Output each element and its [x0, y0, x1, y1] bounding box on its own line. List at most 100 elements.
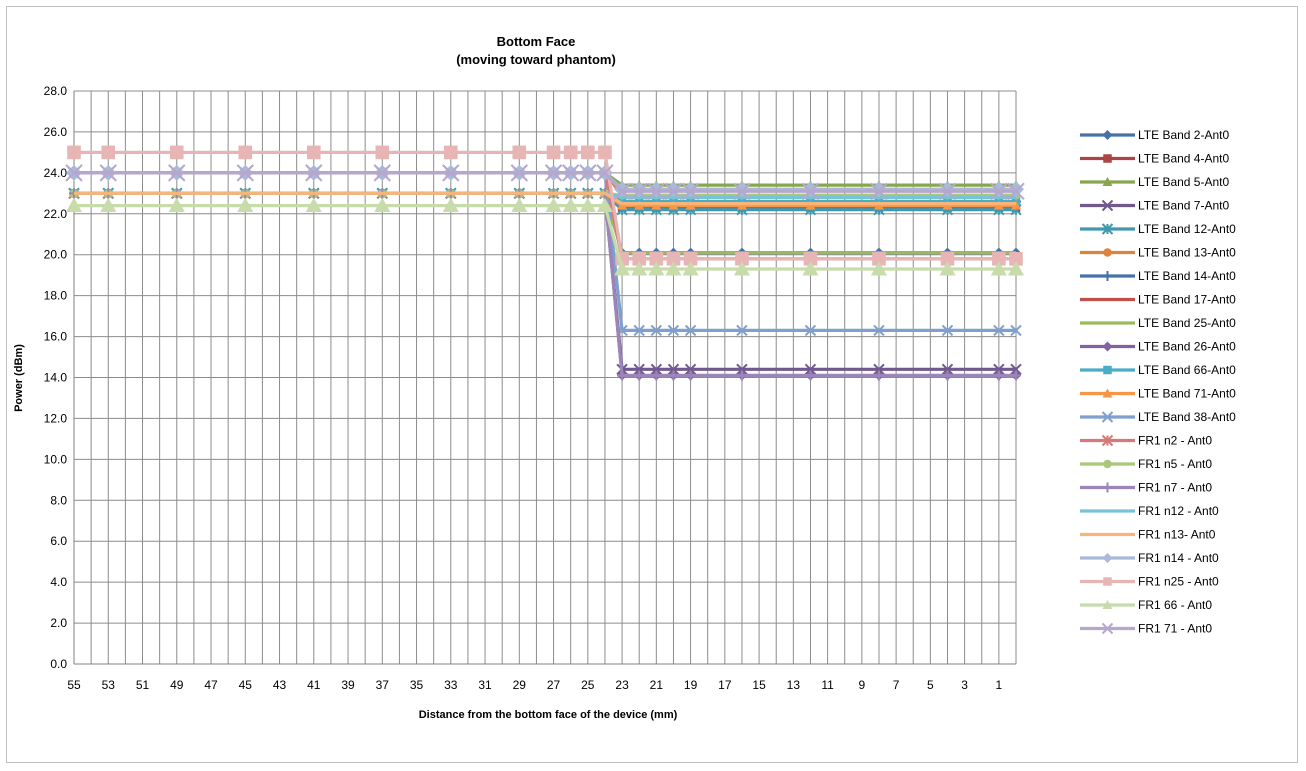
- data-point: [100, 197, 117, 212]
- chart-subtitle: (moving toward phantom): [456, 52, 616, 67]
- data-point: [938, 182, 957, 200]
- data-point: [1101, 223, 1114, 235]
- data-point: [736, 370, 747, 381]
- data-point: [990, 181, 1007, 198]
- legend-label: LTE Band 25-Ant0: [1138, 316, 1236, 330]
- x-tick-label: 29: [513, 678, 527, 692]
- data-point: [67, 145, 81, 160]
- data-point: [1007, 182, 1025, 200]
- data-point: [685, 370, 696, 381]
- x-tick-label: 53: [102, 678, 116, 692]
- data-point: [99, 164, 117, 182]
- series-22: [65, 164, 1025, 200]
- y-tick-label: 0.0: [50, 657, 67, 671]
- data-point: [1102, 388, 1113, 398]
- legend-item: FR1 71 - Ant0: [1080, 622, 1212, 636]
- x-tick-label: 17: [718, 678, 732, 692]
- y-tick-label: 14.0: [44, 371, 68, 385]
- data-point: [990, 261, 1007, 276]
- data-point: [804, 324, 817, 337]
- data-point: [684, 324, 697, 337]
- data-point: [631, 261, 648, 276]
- data-point: [733, 182, 751, 200]
- legend-label: FR1 n2 - Ant0: [1138, 434, 1212, 448]
- data-point: [581, 145, 595, 160]
- data-point: [596, 164, 614, 182]
- legend-item: LTE Band 5-Ant0: [1080, 175, 1229, 189]
- series-line: [74, 171, 1016, 187]
- x-tick-label: 5: [927, 678, 934, 692]
- data-point: [633, 363, 645, 376]
- y-tick-label: 2.0: [50, 616, 67, 630]
- data-point: [1103, 365, 1112, 375]
- series-line: [74, 191, 1016, 371]
- data-point: [168, 197, 185, 212]
- data-point: [1102, 482, 1113, 493]
- y-tick-label: 22.0: [44, 207, 68, 221]
- data-point: [373, 164, 391, 182]
- data-point: [990, 182, 1008, 200]
- chart-title-group: Bottom Face (moving toward phantom): [456, 34, 616, 67]
- data-point: [682, 181, 699, 198]
- data-point: [1008, 181, 1024, 198]
- x-tick-label: 35: [410, 678, 424, 692]
- data-point: [1103, 577, 1112, 586]
- data-point: [579, 164, 597, 182]
- data-point: [1102, 600, 1113, 609]
- x-tick-label: 19: [684, 678, 698, 692]
- data-point: [802, 261, 819, 276]
- legend-label: LTE Band 71-Ant0: [1138, 387, 1236, 401]
- data-point: [65, 164, 83, 182]
- data-point: [633, 324, 645, 337]
- data-point: [442, 164, 460, 182]
- legend-label: LTE Band 2-Ant0: [1138, 128, 1229, 142]
- data-point: [873, 324, 885, 337]
- legend-item: FR1 n5 - Ant0: [1080, 457, 1212, 471]
- y-tick-label: 24.0: [44, 166, 68, 180]
- x-tick-label: 45: [239, 678, 253, 692]
- x-tick-label: 27: [547, 678, 561, 692]
- data-point: [684, 363, 697, 376]
- data-point: [736, 324, 748, 337]
- data-point: [870, 261, 887, 276]
- data-point: [802, 181, 819, 198]
- data-point: [613, 182, 631, 200]
- data-point: [1101, 434, 1114, 447]
- x-tick-label: 25: [581, 678, 595, 692]
- data-point: [1101, 411, 1114, 423]
- legend-label: FR1 66 - Ant0: [1138, 598, 1212, 612]
- legend: LTE Band 2-Ant0 LTE Band 4-Ant0 LTE Band 5…: [1080, 128, 1236, 636]
- data-point: [733, 261, 750, 276]
- data-point: [579, 197, 596, 212]
- data-point: [666, 252, 681, 266]
- data-point: [683, 252, 698, 266]
- legend-item: LTE Band 38-Ant0: [1080, 410, 1236, 424]
- data-point: [803, 252, 818, 266]
- legend-item: LTE Band 25-Ant0: [1080, 316, 1236, 330]
- series-20: [67, 145, 1023, 266]
- data-point: [374, 197, 391, 212]
- data-point: [101, 145, 116, 160]
- legend-item: LTE Band 12-Ant0: [1080, 222, 1236, 236]
- data-point: [630, 182, 648, 200]
- x-tick-label: 11: [821, 678, 834, 692]
- y-tick-label: 10.0: [44, 452, 68, 466]
- data-point: [665, 261, 682, 276]
- data-point: [664, 182, 683, 200]
- y-axis-title: Power (dBm): [13, 344, 25, 412]
- data-point: [942, 370, 953, 381]
- x-tick-label: 15: [752, 678, 766, 692]
- data-point: [634, 370, 645, 381]
- series-line: [74, 191, 1016, 206]
- data-point: [1010, 363, 1022, 376]
- data-point: [617, 370, 628, 381]
- data-point: [682, 261, 699, 276]
- legend-item: LTE Band 7-Ant0: [1080, 199, 1229, 213]
- legend-label: FR1 n12 - Ant0: [1138, 504, 1219, 518]
- data-point: [442, 197, 459, 212]
- data-point: [1101, 199, 1114, 212]
- legend-label: LTE Band 13-Ant0: [1138, 246, 1236, 260]
- legend-item: FR1 n25 - Ant0: [1080, 575, 1219, 589]
- data-point: [546, 145, 561, 160]
- data-point: [238, 145, 253, 160]
